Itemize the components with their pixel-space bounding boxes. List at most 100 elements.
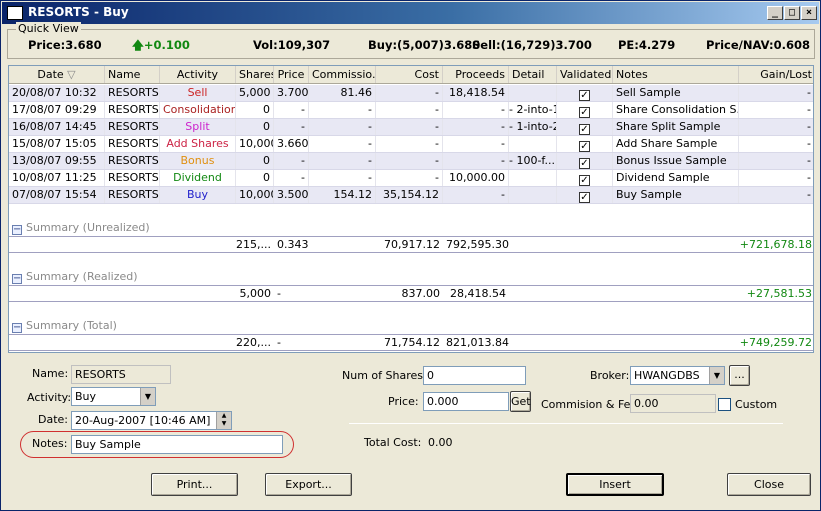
notes-label: Notes: <box>32 437 68 450</box>
cell-name: RESORTS <box>105 102 160 118</box>
column-header-shares[interactable]: Shares <box>236 66 274 83</box>
column-header-validated[interactable]: Validated <box>557 66 613 83</box>
chevron-down-icon[interactable]: ▼ <box>709 367 724 384</box>
cell-activity: Consolidation <box>160 102 236 118</box>
cell-commission: 154.12 <box>309 187 376 203</box>
quick-view-sell: Sell:(16,729)3.700 <box>472 38 592 52</box>
summary-price: 0.343 <box>277 238 309 251</box>
get-price-button[interactable]: Get <box>510 391 531 412</box>
validated-checkbox[interactable]: ✓ <box>579 141 590 152</box>
summary-row: 220,... - 71,754.12 821,013.84 +749,259.72 <box>9 334 813 351</box>
quick-view-change-value: +0.100 <box>143 38 190 52</box>
cell-proceeds: - <box>443 102 509 118</box>
cell-proceeds: - <box>443 153 509 169</box>
table-row[interactable]: 13/08/07 09:55 RESORTS Bonus 0- - - - - 100-f..… <box>9 153 813 170</box>
column-header-commission[interactable]: Commissio... <box>309 66 376 83</box>
summary-row: 215,... 0.343 70,917.12 792,595.30 +721,678.… <box>9 236 813 253</box>
quick-view-title: Quick View <box>16 22 81 35</box>
collapse-icon[interactable]: − <box>12 224 22 235</box>
spin-down-icon[interactable]: ▼ <box>221 420 227 427</box>
cell-activity: Bonus <box>160 153 236 169</box>
summary-price: - <box>277 287 281 300</box>
quick-view-buy: Buy:(5,007)3.680 <box>368 38 481 52</box>
cell-detail: - 100-f... <box>509 153 557 169</box>
cell-date: 10/08/07 11:25 <box>9 170 105 186</box>
table-row[interactable]: 16/08/07 14:45 RESORTS Split 0- - - - - 1-into-… <box>9 119 813 136</box>
validated-checkbox[interactable]: ✓ <box>579 107 590 118</box>
activity-select[interactable]: Buy ▼ <box>71 387 156 406</box>
table-row[interactable]: 15/08/07 15:05 RESORTS Add Shares 10,000 3.6… <box>9 136 813 153</box>
summary-price: - <box>277 336 281 349</box>
column-header-date[interactable]: Date ▽ <box>9 66 105 83</box>
validated-checkbox[interactable]: ✓ <box>579 158 590 169</box>
notes-input[interactable]: Buy Sample <box>71 435 283 454</box>
summary-gain: +749,259.72 <box>739 336 812 349</box>
validated-checkbox[interactable]: ✓ <box>579 90 590 101</box>
cell-notes: Bonus Issue Sample <box>613 153 739 169</box>
group-header[interactable]: − Summary (Unrealized) <box>9 219 813 236</box>
print-button[interactable]: Print... <box>151 473 238 496</box>
column-header-notes[interactable]: Notes <box>613 66 739 83</box>
cell-cost: - <box>376 136 443 152</box>
table-row[interactable]: 10/08/07 11:25 RESORTS Dividend 0- - -10,000.… <box>9 170 813 187</box>
spin-up-icon[interactable]: ▲ <box>221 412 227 419</box>
summary-shares: 220,... <box>236 336 271 349</box>
cell-date: 07/08/07 15:54 <box>9 187 105 203</box>
num-shares-input[interactable]: 0 <box>423 366 526 385</box>
close-button[interactable]: Close <box>727 473 811 496</box>
export-button[interactable]: Export... <box>265 473 352 496</box>
date-spinner[interactable]: ▲ ▼ <box>216 412 231 429</box>
collapse-icon[interactable]: − <box>12 273 22 284</box>
cell-detail: - 1-into-2 <box>509 119 557 135</box>
cell-price: - <box>274 102 309 118</box>
cell-price: 3.700 <box>274 85 309 101</box>
cell-proceeds: 10,000.00 <box>443 170 509 186</box>
commission-field[interactable]: 0.00 <box>630 394 716 413</box>
chevron-down-icon[interactable]: ▼ <box>140 388 155 405</box>
broker-select[interactable]: HWANGDBS ▼ <box>630 366 725 385</box>
sort-desc-icon: ▽ <box>67 68 76 81</box>
summary-shares: 215,... <box>236 238 271 251</box>
group-header[interactable]: − Summary (Realized) <box>9 268 813 285</box>
close-window-button[interactable]: × <box>801 6 817 20</box>
cell-notes: Share Split Sample <box>613 119 739 135</box>
cell-notes: Dividend Sample <box>613 170 739 186</box>
insert-button[interactable]: Insert <box>566 473 664 496</box>
cell-name: RESORTS <box>105 119 160 135</box>
commission-label: Commision & Fee: <box>541 398 641 411</box>
column-header-proceeds[interactable]: Proceeds <box>443 66 509 83</box>
up-arrow-icon: 🡅 <box>132 38 144 52</box>
custom-checkbox[interactable] <box>718 398 731 411</box>
column-header-price[interactable]: Price <box>274 66 309 83</box>
cell-detail <box>509 187 557 203</box>
price-input[interactable]: 0.000 <box>423 392 509 411</box>
title-bar[interactable]: RESORTS - Buy _ □ × <box>2 2 819 24</box>
transactions-grid[interactable]: Date ▽ Name Activity Shares Price Commis… <box>8 65 814 353</box>
validated-checkbox[interactable]: ✓ <box>579 192 590 203</box>
date-picker[interactable]: 20-Aug-2007 [10:46 AM] ▲ ▼ <box>71 411 232 430</box>
column-header-name[interactable]: Name <box>105 66 160 83</box>
collapse-icon[interactable]: − <box>12 322 22 333</box>
quick-view-panel: Quick View Price:3.680 🡅+0.100 Vol:109,3… <box>7 22 815 59</box>
table-row[interactable]: 07/08/07 15:54 RESORTS Buy 10,000 3.500 154.1… <box>9 187 813 204</box>
cell-gain: - <box>739 187 813 203</box>
table-row[interactable]: 20/08/07 10:32 RESORTS Sell 5,000 3.700 81.46… <box>9 85 813 102</box>
minimize-button[interactable]: _ <box>767 6 783 20</box>
maximize-button[interactable]: □ <box>784 6 800 20</box>
column-header-activity[interactable]: Activity <box>160 66 236 83</box>
column-header-detail[interactable]: Detail <box>509 66 557 83</box>
validated-checkbox[interactable]: ✓ <box>579 124 590 135</box>
column-header-cost[interactable]: Cost <box>376 66 443 83</box>
validated-checkbox[interactable]: ✓ <box>579 175 590 186</box>
table-row[interactable]: 17/08/07 09:29 RESORTS Consolidation 0- - - - -… <box>9 102 813 119</box>
cell-proceeds: - <box>443 187 509 203</box>
cell-gain: - <box>739 136 813 152</box>
column-header-gain-lost[interactable]: Gain/Lost <box>760 68 812 81</box>
cell-date: 16/08/07 14:45 <box>9 119 105 135</box>
group-header[interactable]: − Summary (Total) <box>9 317 813 334</box>
broker-more-button[interactable]: ... <box>729 365 750 386</box>
quick-view-pe: PE:4.279 <box>618 38 676 52</box>
date-label: Date: <box>38 413 68 426</box>
column-header-date-label: Date <box>37 68 64 81</box>
